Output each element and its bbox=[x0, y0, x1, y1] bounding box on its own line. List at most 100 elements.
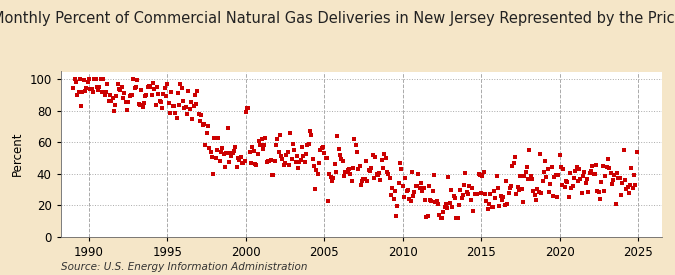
Point bbox=[348, 166, 358, 170]
Point bbox=[574, 166, 585, 171]
Point bbox=[99, 93, 110, 97]
Point bbox=[425, 198, 435, 202]
Point bbox=[165, 111, 176, 116]
Point bbox=[514, 188, 524, 192]
Point bbox=[106, 99, 117, 104]
Point bbox=[589, 172, 600, 176]
Point bbox=[146, 93, 157, 97]
Point bbox=[235, 155, 246, 160]
Point bbox=[408, 194, 418, 198]
Point bbox=[525, 174, 536, 178]
Point bbox=[90, 77, 101, 82]
Point bbox=[402, 188, 413, 192]
Point bbox=[109, 109, 119, 113]
Point bbox=[367, 153, 378, 157]
Point bbox=[543, 167, 554, 172]
Point bbox=[608, 177, 618, 182]
Point bbox=[239, 159, 250, 164]
Point bbox=[391, 214, 402, 218]
Point bbox=[631, 150, 642, 154]
Point bbox=[138, 101, 149, 105]
Point bbox=[357, 179, 368, 184]
Point bbox=[556, 165, 566, 169]
Point bbox=[319, 150, 329, 155]
Point bbox=[320, 155, 331, 160]
Point bbox=[128, 77, 139, 82]
Point bbox=[117, 96, 128, 100]
Point bbox=[254, 139, 265, 143]
Point bbox=[269, 159, 280, 164]
Point bbox=[585, 168, 596, 173]
Point bbox=[472, 192, 483, 196]
Point bbox=[550, 172, 561, 177]
Point bbox=[466, 185, 477, 190]
Point bbox=[592, 189, 603, 193]
Point bbox=[444, 201, 455, 206]
Point bbox=[354, 164, 365, 168]
Point bbox=[86, 87, 97, 91]
Point bbox=[243, 105, 254, 110]
Point bbox=[562, 180, 573, 184]
Point bbox=[522, 177, 533, 181]
Point bbox=[500, 203, 510, 207]
Point bbox=[327, 178, 338, 183]
Point bbox=[627, 186, 638, 190]
Point bbox=[285, 131, 296, 136]
Point bbox=[520, 170, 531, 175]
Text: Monthly Percent of Commercial Natural Gas Deliveries in New Jersey Represented b: Monthly Percent of Commercial Natural Ga… bbox=[0, 11, 675, 26]
Point bbox=[549, 175, 560, 179]
Point bbox=[116, 84, 127, 89]
Point bbox=[119, 91, 130, 95]
Point bbox=[80, 89, 90, 93]
Point bbox=[620, 177, 630, 182]
Point bbox=[310, 187, 321, 192]
Point bbox=[528, 189, 539, 194]
Point bbox=[230, 144, 241, 149]
Point bbox=[240, 110, 251, 114]
Point bbox=[364, 169, 375, 174]
Point bbox=[84, 77, 95, 82]
Point bbox=[485, 192, 495, 197]
Point bbox=[515, 174, 526, 178]
Point bbox=[315, 148, 326, 153]
Point bbox=[173, 103, 184, 108]
Point bbox=[381, 170, 392, 175]
Point bbox=[338, 159, 348, 163]
Point bbox=[81, 85, 92, 90]
Point bbox=[155, 100, 166, 104]
Point bbox=[398, 183, 408, 188]
Point bbox=[359, 177, 370, 182]
Point bbox=[175, 81, 186, 86]
Point bbox=[335, 153, 346, 157]
Point bbox=[342, 168, 353, 173]
Point bbox=[597, 164, 608, 168]
Point bbox=[76, 103, 86, 108]
Point bbox=[132, 78, 142, 82]
Point bbox=[447, 204, 458, 209]
Point bbox=[543, 190, 554, 194]
Point bbox=[422, 214, 433, 218]
Point bbox=[618, 148, 629, 152]
Point bbox=[157, 105, 167, 110]
Point bbox=[290, 160, 301, 164]
Point bbox=[421, 214, 431, 219]
Point bbox=[242, 105, 252, 110]
Point bbox=[219, 165, 230, 169]
Point bbox=[580, 180, 591, 185]
Point bbox=[440, 202, 451, 207]
Point bbox=[458, 193, 468, 197]
Point bbox=[490, 196, 501, 200]
Point bbox=[282, 150, 293, 154]
Point bbox=[252, 152, 263, 156]
Point bbox=[494, 204, 505, 208]
Y-axis label: Percent: Percent bbox=[11, 132, 24, 176]
Point bbox=[238, 161, 248, 166]
Point bbox=[468, 209, 479, 213]
Point bbox=[374, 171, 385, 175]
Point bbox=[385, 193, 396, 198]
Point bbox=[395, 161, 406, 165]
Point bbox=[338, 174, 349, 178]
Point bbox=[193, 112, 204, 117]
Point bbox=[188, 104, 199, 108]
Point bbox=[321, 156, 332, 160]
